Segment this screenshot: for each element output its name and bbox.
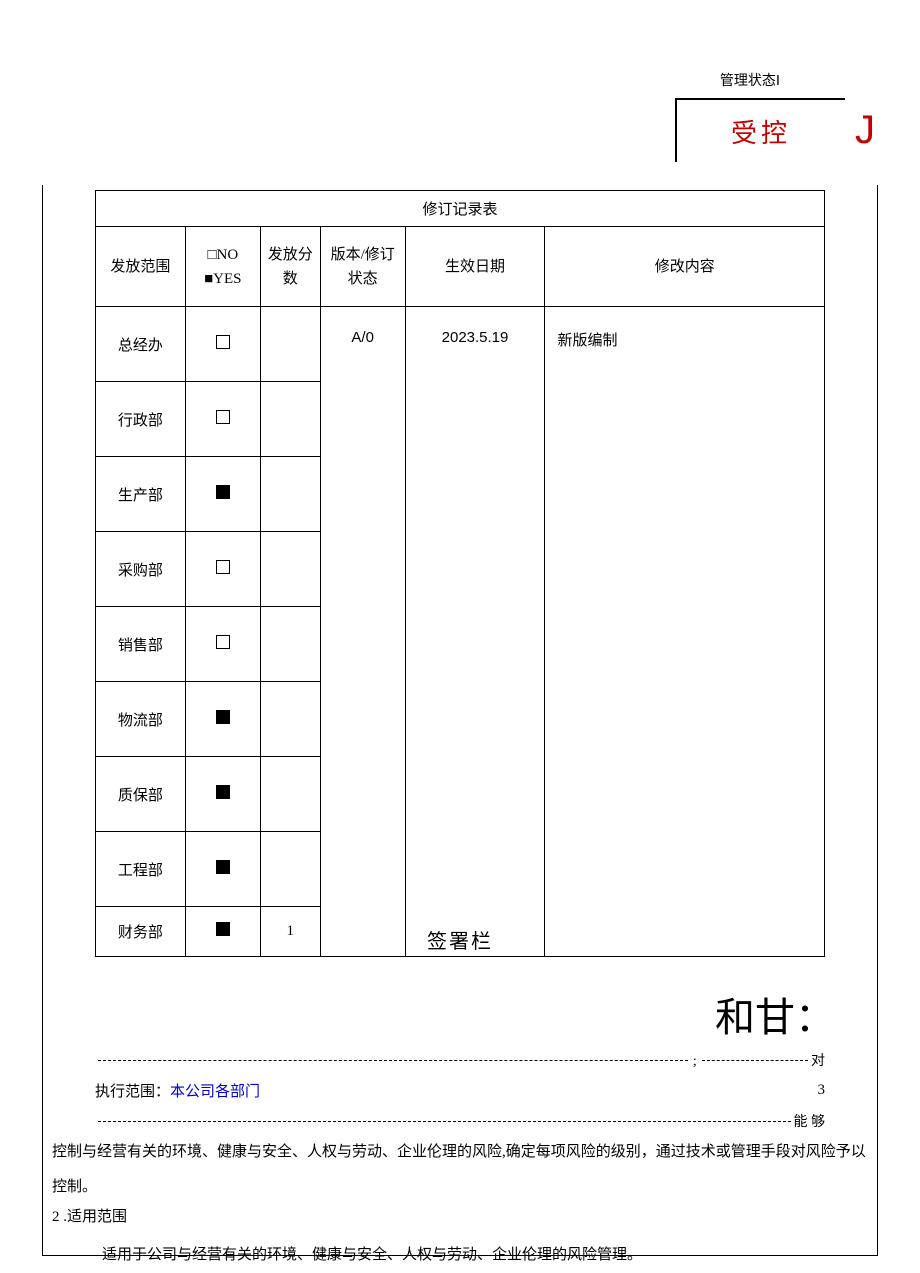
dash-fill — [702, 1060, 808, 1061]
dash-line-1: ; 对 — [95, 1050, 825, 1070]
dash-semicolon: ; — [693, 1054, 697, 1070]
j-mark: J — [855, 108, 875, 153]
dashed-section: ; 对 执行范围： 本公司各部门 3 能 够 — [95, 1050, 825, 1131]
table-title-row: 修订记录表 — [96, 191, 825, 227]
checkbox-empty-icon — [216, 335, 230, 349]
dept-cell: 工程部 — [96, 832, 186, 907]
score-cell — [260, 607, 320, 682]
header-version: 版本/修订状态 — [320, 227, 405, 307]
score-cell — [260, 757, 320, 832]
paragraph-1: 控制与经营有关的环境、健康与安全、人权与劳动、企业伦理的风险,确定每项风险的级别… — [52, 1135, 868, 1204]
section-number: 2 .适用范围 — [52, 1200, 868, 1235]
dash-line-2: 能 够 — [95, 1111, 825, 1131]
checkbox-filled-icon — [216, 860, 230, 874]
status-frame: 受控 J — [675, 98, 845, 162]
checkbox-filled-icon — [216, 485, 230, 499]
check-cell — [185, 532, 260, 607]
header-score: 发放分数 — [260, 227, 320, 307]
check-cell — [185, 757, 260, 832]
check-cell — [185, 607, 260, 682]
checkbox-filled-icon — [216, 710, 230, 724]
header-scope: 发放范围 — [96, 227, 186, 307]
check-cell — [185, 682, 260, 757]
dash-fill — [98, 1060, 688, 1061]
exec-label: 执行范围： — [95, 1080, 170, 1101]
content-cell: 新版编制 — [545, 307, 825, 957]
score-cell — [260, 682, 320, 757]
dept-cell: 采购部 — [96, 532, 186, 607]
dept-cell: 行政部 — [96, 382, 186, 457]
dept-cell: 生产部 — [96, 457, 186, 532]
table-header-row: 发放范围 □NO ■YES 发放分数 版本/修订状态 生效日期 修改内容 — [96, 227, 825, 307]
checkbox-empty-icon — [216, 560, 230, 574]
exec-num: 3 — [818, 1082, 826, 1099]
checkbox-empty-icon — [216, 635, 230, 649]
score-cell — [260, 532, 320, 607]
yn-no: □NO — [190, 243, 256, 267]
table-title: 修订记录表 — [96, 191, 825, 227]
dept-cell: 质保部 — [96, 757, 186, 832]
status-label: 管理状态Ⅰ — [675, 70, 845, 90]
date-cell: 2023.5.19 — [405, 307, 545, 957]
dept-cell: 物流部 — [96, 682, 186, 757]
score-cell — [260, 382, 320, 457]
hegan-text: 和甘： — [715, 985, 835, 1043]
version-cell: A/0 — [320, 307, 405, 957]
revision-table: 修订记录表 发放范围 □NO ■YES 发放分数 版本/修订状态 生效日期 修改… — [95, 190, 825, 957]
score-cell — [260, 457, 320, 532]
signature-label: 签署栏 — [0, 925, 920, 954]
exec-scope-row: 执行范围： 本公司各部门 3 — [95, 1070, 825, 1111]
paragraph-2: 适用于公司与经营有关的环境、健康与安全、人权与劳动、企业伦理的风险管理。 — [52, 1238, 868, 1273]
header-content: 修改内容 — [545, 227, 825, 307]
yn-yes: ■YES — [190, 267, 256, 291]
check-cell — [185, 832, 260, 907]
dash-suffix: 能 够 — [794, 1111, 826, 1131]
dept-cell: 销售部 — [96, 607, 186, 682]
score-cell — [260, 307, 320, 382]
dept-cell: 总经办 — [96, 307, 186, 382]
status-text: 受控 — [731, 113, 791, 150]
check-cell — [185, 457, 260, 532]
dash-fill — [98, 1121, 791, 1122]
header-yn: □NO ■YES — [185, 227, 260, 307]
check-cell — [185, 307, 260, 382]
exec-value: 本公司各部门 — [170, 1080, 260, 1101]
dash-suffix: 对 — [811, 1050, 825, 1070]
check-cell — [185, 382, 260, 457]
checkbox-empty-icon — [216, 410, 230, 424]
status-box: 管理状态Ⅰ 受控 J — [675, 70, 845, 162]
score-cell — [260, 832, 320, 907]
checkbox-filled-icon — [216, 785, 230, 799]
header-date: 生效日期 — [405, 227, 545, 307]
table-row: 总经办 A/0 2023.5.19 新版编制 — [96, 307, 825, 382]
